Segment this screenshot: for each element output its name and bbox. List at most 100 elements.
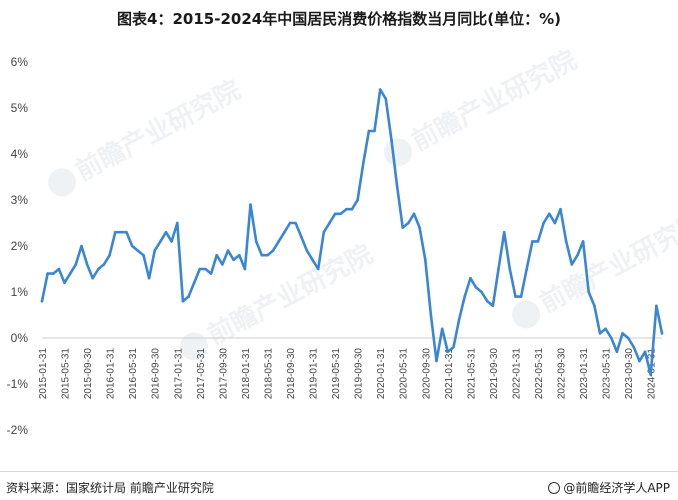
data-point — [610, 336, 613, 340]
data-point — [525, 267, 528, 271]
data-point — [232, 258, 235, 262]
data-point — [57, 267, 61, 271]
data-point — [91, 276, 94, 280]
data-point — [463, 295, 467, 298]
data-point — [378, 88, 382, 91]
x-tick-label: 2021-01-31 — [444, 348, 455, 400]
chart-title: 图表4：2015-2024年中国居民消费价格指数当月同比(单位：%) — [117, 10, 561, 28]
data-point — [238, 253, 241, 257]
data-point — [68, 272, 72, 275]
x-tick-label: 2016-01-31 — [106, 348, 117, 400]
data-point — [192, 281, 196, 285]
data-point — [350, 207, 354, 211]
data-point — [147, 276, 151, 280]
data-point — [187, 295, 190, 298]
data-point — [254, 240, 258, 243]
data-point — [367, 129, 371, 133]
data-point — [390, 138, 393, 142]
y-tick-label: 0% — [11, 331, 29, 345]
data-point — [271, 249, 275, 252]
data-point — [209, 272, 213, 275]
data-point — [221, 263, 224, 266]
data-point — [316, 267, 320, 271]
data-point — [424, 258, 427, 262]
data-point — [125, 230, 128, 234]
y-tick-label: -2% — [7, 423, 29, 437]
data-point — [469, 276, 472, 280]
data-point — [142, 253, 145, 257]
data-point — [452, 345, 455, 349]
data-point — [136, 249, 140, 252]
data-point — [581, 240, 585, 243]
x-tick-label: 2024-01-31 — [647, 348, 658, 400]
data-point — [333, 212, 337, 216]
brand-label: @前瞻经济学人APP — [548, 479, 670, 496]
data-point — [480, 290, 483, 294]
x-tick-label: 2023-01-31 — [579, 348, 590, 400]
data-point — [491, 304, 495, 308]
data-point — [446, 350, 450, 354]
data-point — [311, 258, 314, 262]
x-tick-label: 2016-05-31 — [128, 348, 139, 400]
data-point — [384, 97, 388, 101]
data-point — [119, 230, 123, 234]
data-point — [615, 350, 619, 354]
data-point — [638, 359, 641, 363]
y-tick-label: 2% — [11, 239, 29, 253]
data-point — [52, 272, 55, 275]
data-point — [457, 318, 461, 321]
data-point — [305, 249, 309, 252]
x-tick-label: 2023-05-31 — [602, 348, 613, 400]
x-tick-label: 2017-01-31 — [173, 348, 184, 400]
data-point — [502, 230, 506, 234]
footer: 资料来源：国家统计局 前瞻产业研究院 @前瞻经济学人APP — [0, 471, 678, 500]
x-tick-label: 2016-09-30 — [151, 348, 162, 400]
x-tick-label: 2015-09-30 — [83, 348, 94, 400]
y-tick-label: -1% — [7, 377, 29, 391]
data-point — [356, 198, 359, 202]
data-point — [97, 267, 100, 271]
data-point — [164, 230, 168, 234]
data-point — [621, 332, 624, 335]
data-point — [40, 299, 44, 303]
data-point — [198, 267, 202, 271]
data-point — [643, 350, 647, 354]
data-point — [339, 212, 343, 216]
x-tick-label: 2020-09-30 — [421, 348, 432, 400]
data-point — [559, 207, 562, 211]
data-point — [435, 359, 438, 363]
data-point — [46, 272, 49, 275]
x-tick-label: 2019-01-31 — [309, 348, 320, 400]
data-point — [497, 267, 500, 271]
data-point — [277, 240, 281, 243]
data-point — [85, 263, 89, 266]
data-point — [395, 184, 399, 188]
data-point — [593, 304, 596, 308]
y-tick-label: 1% — [11, 285, 29, 299]
x-tick-label: 2023-09-30 — [624, 348, 635, 400]
data-point — [587, 290, 590, 294]
data-point — [576, 253, 579, 257]
data-point — [153, 249, 156, 252]
data-point — [440, 327, 444, 331]
x-tick-label: 2017-09-30 — [218, 348, 229, 400]
data-point — [226, 249, 230, 252]
x-tick-label: 2019-05-31 — [331, 348, 342, 400]
x-tick-label: 2015-05-31 — [61, 348, 72, 400]
data-point — [519, 295, 523, 298]
data-point — [74, 263, 78, 266]
data-point — [300, 235, 303, 239]
x-tick-label: 2017-05-31 — [196, 348, 207, 400]
data-point — [159, 240, 162, 243]
data-point — [204, 267, 207, 271]
data-point — [486, 299, 489, 303]
data-point — [570, 263, 574, 266]
data-point — [176, 221, 179, 225]
data-point — [249, 203, 252, 206]
data-point — [102, 263, 106, 266]
data-point — [564, 240, 568, 243]
x-tick-label: 2015-01-31 — [38, 348, 49, 400]
data-point — [181, 299, 185, 303]
x-tick-label: 2022-01-31 — [511, 348, 522, 400]
data-point — [531, 240, 534, 243]
